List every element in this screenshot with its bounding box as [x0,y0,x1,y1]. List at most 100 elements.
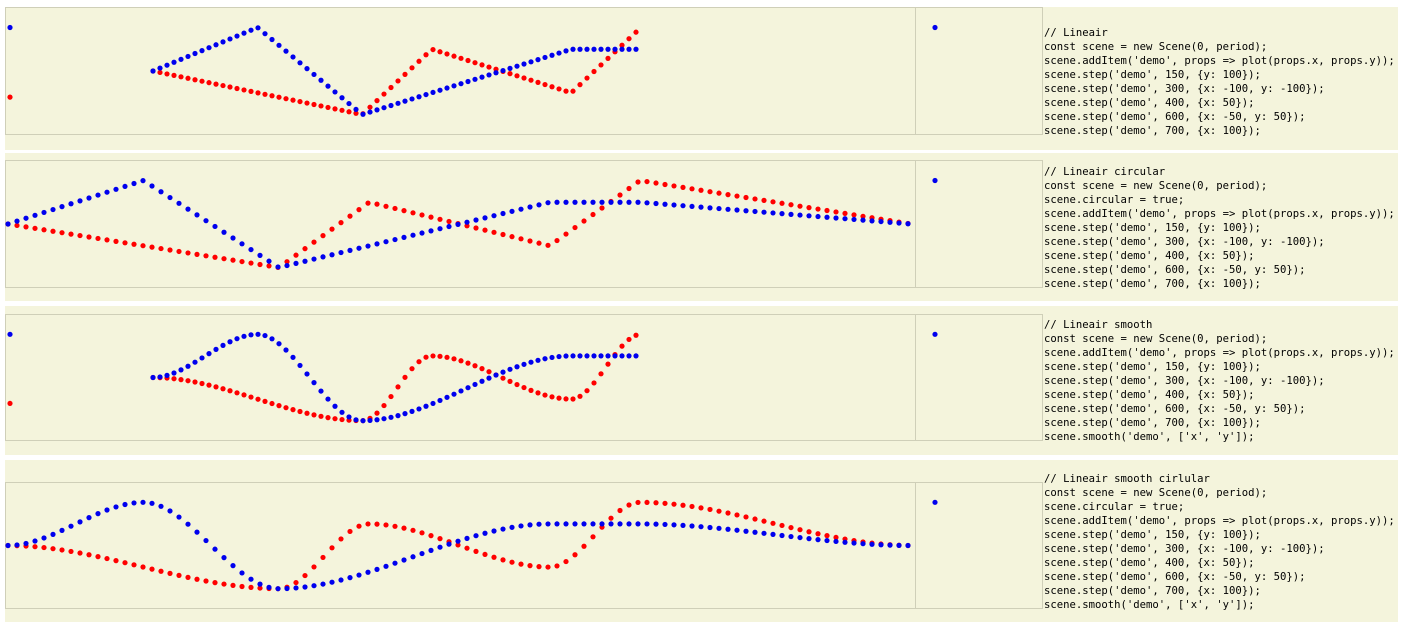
y-dot [347,247,353,253]
y-dot [806,536,812,542]
y-dot [851,540,857,546]
x-dot [410,210,416,216]
x-dot [491,229,497,235]
plot-dots [5,177,938,270]
y-dot [192,50,198,57]
x-dot [797,203,803,209]
x-dot [199,78,205,84]
y-dot [230,235,236,241]
x-dot [423,52,429,58]
x-dot [507,378,513,384]
y-dot [779,532,785,539]
y-dot [535,57,541,63]
x-dot [716,190,722,196]
x-dot [86,552,92,558]
y-dot [32,212,38,218]
code-line: scene.smooth('demo', ['x', 'y']); [1044,431,1255,443]
y-dot [86,195,92,201]
x-dot [302,246,308,252]
x-dot [339,416,345,423]
y-dot [842,539,848,545]
y-dot [164,372,170,378]
y-dot [311,256,317,262]
code-line: scene.step('demo', 400, {x: 50}); [1044,250,1255,262]
x-dot [509,559,515,565]
code-line: scene.step('demo', 300, {x: -100, y: -10… [1044,83,1325,95]
x-dot [318,103,324,109]
y-dot [374,566,380,572]
y-dot [68,523,74,529]
x-dot [716,508,722,514]
y-dot [653,200,659,207]
y-dot [320,254,326,260]
y-dot [761,209,767,215]
y-dot [199,355,205,361]
x-dot [68,548,74,555]
y-dot [689,523,695,529]
code-line: // Lineair smooth cirlular [1044,473,1210,485]
x-dot [410,527,416,533]
x-dot [176,248,182,255]
x-dot [581,218,587,224]
y-dot [905,542,911,549]
x-dot [32,544,38,550]
x-dot [689,503,695,510]
demo-panel-lineair-smooth-circular: // Lineair smooth cirlular const scene = … [5,460,1398,622]
y-dot [329,252,335,258]
y-dot [23,215,29,221]
x-dot [689,186,695,192]
x-dot [194,251,200,257]
y-dot [451,83,457,89]
x-dot [509,234,515,240]
y-dot [493,70,499,76]
y-dot [833,538,839,545]
y-dot [752,529,758,535]
y-dot [444,394,450,400]
x-dot [255,90,261,96]
y-dot [458,81,464,87]
y-dot [276,42,282,48]
y-dot [248,332,254,338]
x-dot [409,366,415,372]
x-dot [230,582,236,588]
y-dot [824,214,830,220]
y-dot [570,353,576,359]
y-dot [698,204,704,210]
y-dot [761,530,767,536]
y-dot [41,535,47,541]
y-dot [482,215,488,221]
x-dot [458,55,464,61]
x-dot [220,386,226,392]
y-dot [5,542,11,549]
y-dot [290,54,296,60]
x-dot [617,192,623,198]
x-dot [563,231,569,237]
y-dot [275,586,281,592]
y-dot [338,577,344,583]
x-dot [464,545,470,551]
y-dot [605,353,611,359]
x-dot [833,534,839,541]
x-dot [528,387,534,393]
y-dot [185,363,191,369]
x-dot [770,520,776,526]
y-dot [725,206,731,212]
x-dot [644,499,650,506]
y-dot [199,48,205,54]
x-dot [381,402,387,409]
y-dot [671,522,677,528]
x-dot [554,563,560,569]
y-dot [617,199,623,205]
x-dot [698,187,704,193]
x-dot [230,257,236,263]
y-dot [304,66,310,72]
current-y-dot [932,331,938,337]
x-dot [192,77,198,83]
code-listing: // Lineair smooth cirlular const scene = … [1044,472,1395,612]
y-dot [612,46,618,52]
x-dot [806,205,812,211]
x-dot [41,544,47,551]
x-dot [283,96,289,102]
code-line: scene.circular = true; [1044,501,1185,513]
x-dot [262,91,268,97]
